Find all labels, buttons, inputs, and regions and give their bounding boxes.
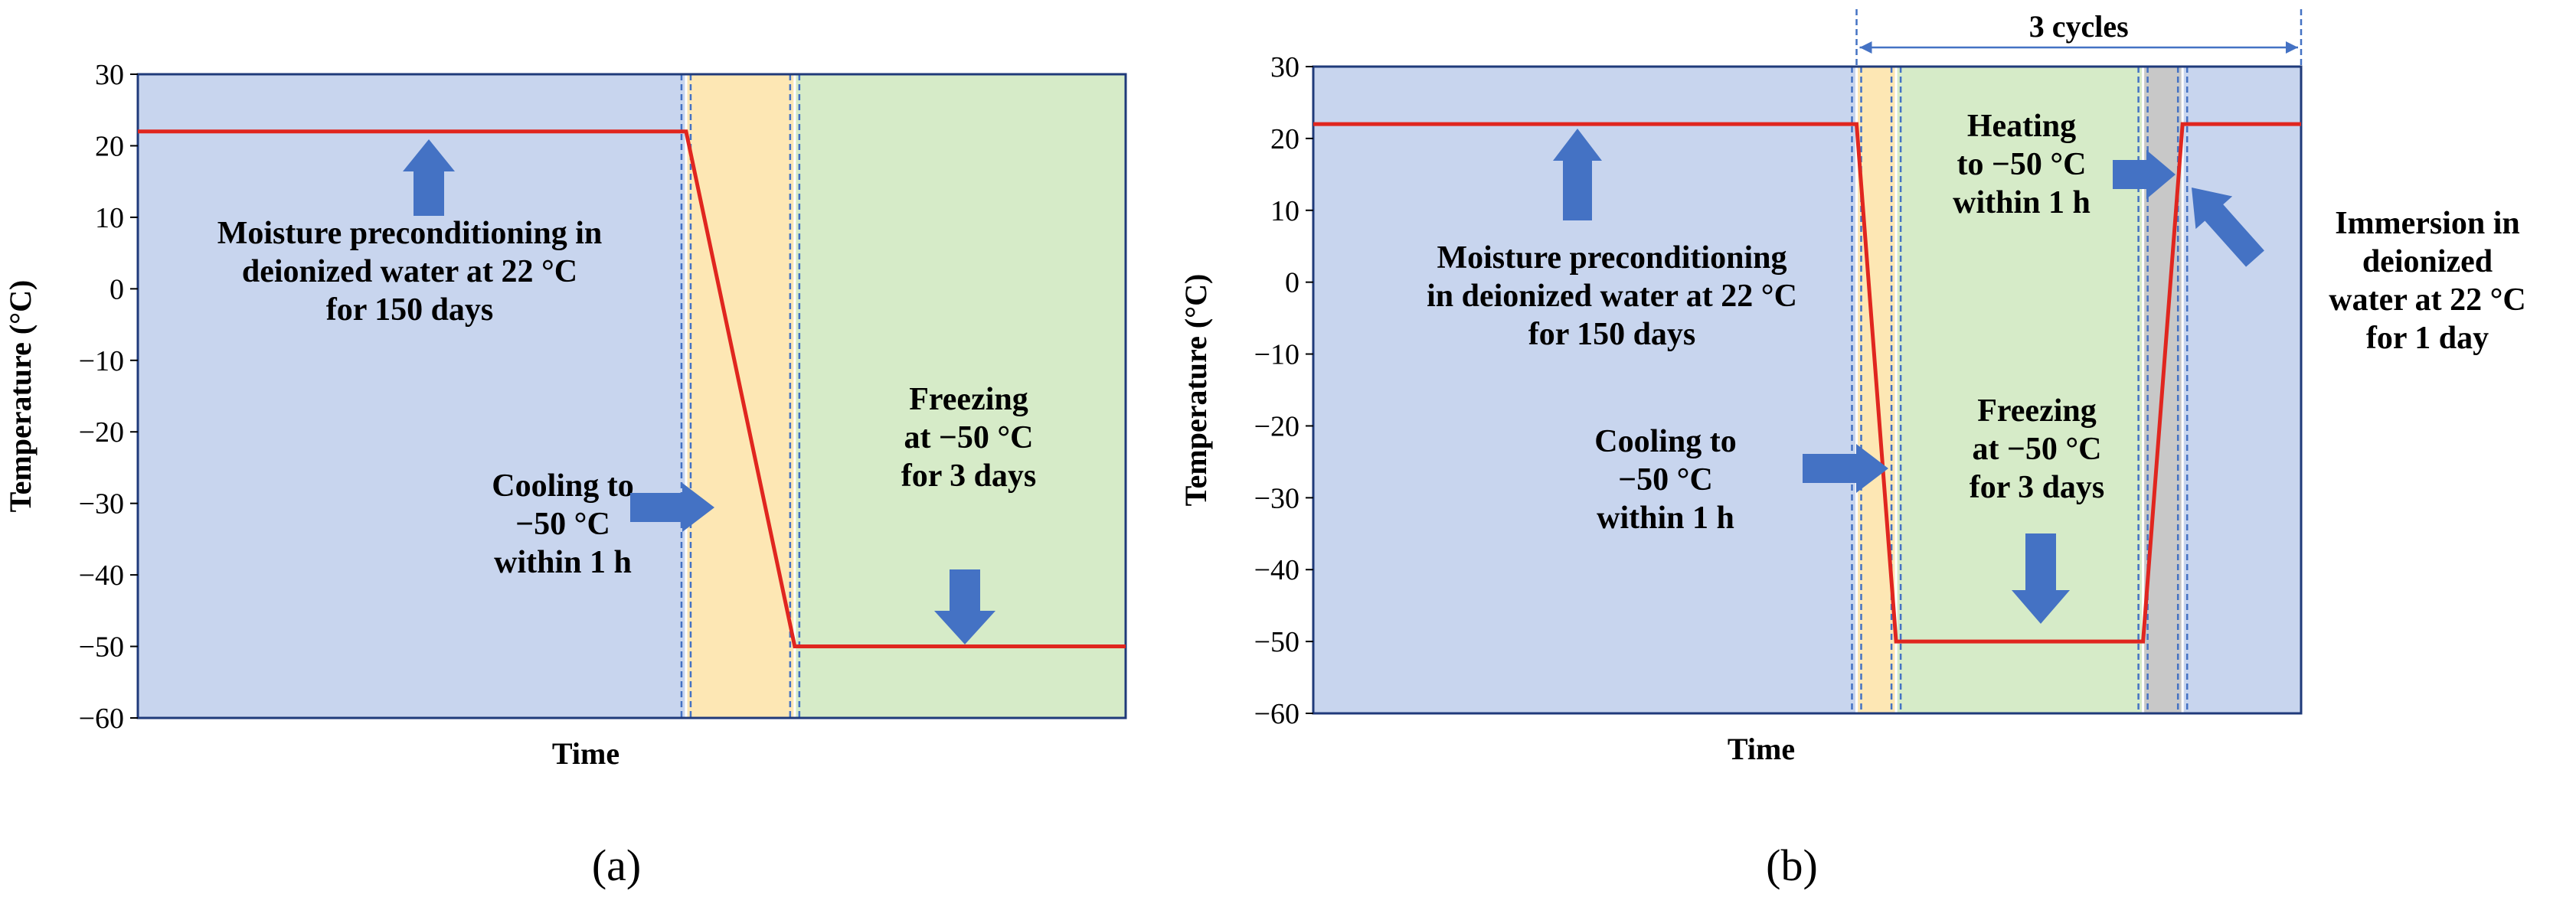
panel-b-heating-annotation-line-2: within 1 h <box>1953 185 2091 220</box>
panel-b-heating-arrow-icon <box>2113 150 2176 199</box>
panel-b-ytick-label: −10 <box>1254 339 1299 371</box>
panel-a-freezing-annotation-line-0: Freezing <box>909 382 1028 417</box>
panel-a-freezing-annotation-line-2: for 3 days <box>901 458 1037 494</box>
panel-b-ytick-label: −20 <box>1254 410 1299 442</box>
panel-b-freezing-annotation-line-2: for 3 days <box>1970 470 2105 505</box>
panel-a-freezing-annotation-line-1: at −50 °C <box>904 420 1033 455</box>
panel-b-cooling-annotation-line-2: within 1 h <box>1597 501 1734 536</box>
panel-a-ytick-label: −60 <box>79 703 124 735</box>
panel-a-y-axis-label: Temperature (°C) <box>3 280 38 513</box>
panel-b-freezing-annotation-line-1: at −50 °C <box>1972 432 2101 467</box>
panel-a-down-arrow-icon <box>934 569 995 644</box>
panel-b-cooling-annotation-line-0: Cooling to <box>1594 424 1737 459</box>
panel-b-ytick-label: 10 <box>1270 195 1299 227</box>
panel-b-cooling-annotation-line-1: −50 °C <box>1618 462 1713 498</box>
panel-b-cooling-arrow-icon <box>1803 444 1888 493</box>
panel-a-moisture-annotation-line-2: for 150 days <box>326 292 494 328</box>
panel-a-region-moisture-preconditioning <box>138 74 686 718</box>
panel-b-ytick-label: −30 <box>1254 482 1299 514</box>
panel-b-x-axis-label: Time <box>1728 732 1795 766</box>
panel-b-ytick-label: 0 <box>1285 267 1299 299</box>
panel-b-down-arrow-icon <box>2012 533 2070 624</box>
panel-a-x-axis-label: Time <box>552 736 619 771</box>
panel-a-temperature-line <box>138 129 1126 649</box>
panel-a-moisture-annotation-line-0: Moisture preconditioning in <box>217 216 603 251</box>
panel-b-immersion-arrow-icon <box>2192 188 2264 267</box>
panel-b-region-immersion <box>2182 67 2301 713</box>
panel-a-ytick-label: −30 <box>79 488 124 520</box>
panel-a-plot-frame <box>136 73 1127 719</box>
panel-a-ytick-label: 20 <box>95 130 124 162</box>
panel-a-cooling-annotation-line-0: Cooling to <box>492 468 634 504</box>
panel-a-ytick-label: −20 <box>79 416 124 449</box>
panel-b-ytick-label: 30 <box>1270 51 1299 83</box>
panel-b-region-freezing <box>1896 67 2143 713</box>
panel-b-cycles-label: 3 cycles <box>2029 9 2129 44</box>
panel-b-moisture-annotation-line-0: Moisture preconditioning <box>1437 240 1787 276</box>
panel-b-plot-frame <box>1312 65 2303 715</box>
panel-b-temperature-line <box>1313 122 2301 644</box>
panel-a-ytick-label: 10 <box>95 202 124 234</box>
panel-b-ytick-label: 20 <box>1270 123 1299 155</box>
panel-a-cooling-annotation-line-2: within 1 h <box>494 545 632 580</box>
panel-b-moisture-annotation-line-1: in deionized water at 22 °C <box>1427 279 1797 314</box>
panel-a-up-arrow-icon <box>403 139 455 216</box>
panel-b-cycles-right-arrowhead-icon <box>2286 41 2298 54</box>
panel-a-right-arrow-icon <box>630 483 714 532</box>
panel-b-immersion-annotation-line-1: deionized <box>2362 244 2493 279</box>
panel-a-ytick-label: 0 <box>110 273 124 305</box>
panel-b-heating-annotation-line-0: Heating <box>1967 109 2076 144</box>
panel-a-panel-label: (a) <box>592 840 641 890</box>
panel-b-immersion-annotation-line-2: water at 22 °C <box>2329 282 2525 318</box>
panel-a-moisture-annotation-line-1: deionized water at 22 °C <box>242 254 577 289</box>
panel-b-ytick-label: −60 <box>1254 698 1299 730</box>
panel-a-ytick-label: −40 <box>79 560 124 592</box>
panel-b-immersion-annotation-line-3: for 1 day <box>2366 321 2489 356</box>
panel-b-cycles-left-arrowhead-icon <box>1859 41 1872 54</box>
panel-a-ytick-label: −10 <box>79 345 124 377</box>
panel-b-freezing-annotation-line-0: Freezing <box>1977 393 2097 429</box>
panel-b-immersion-annotation-line-0: Immersion in <box>2335 206 2520 241</box>
panel-a-ytick-label: −50 <box>79 631 124 664</box>
panel-b-up-arrow-icon <box>1553 129 1602 220</box>
panel-b-panel-label: (b) <box>1766 840 1818 890</box>
panel-a-cooling-annotation-line-1: −50 °C <box>515 507 610 542</box>
panel-a-ytick-label: 30 <box>95 59 124 91</box>
panel-b-heating-annotation-line-1: to −50 °C <box>1957 147 2086 182</box>
panel-b-y-axis-label: Temperature (°C) <box>1178 274 1213 507</box>
panel-b-ytick-label: −50 <box>1254 626 1299 658</box>
panel-b-ytick-label: −40 <box>1254 554 1299 586</box>
panel-b-moisture-annotation-line-2: for 150 days <box>1528 317 1696 352</box>
